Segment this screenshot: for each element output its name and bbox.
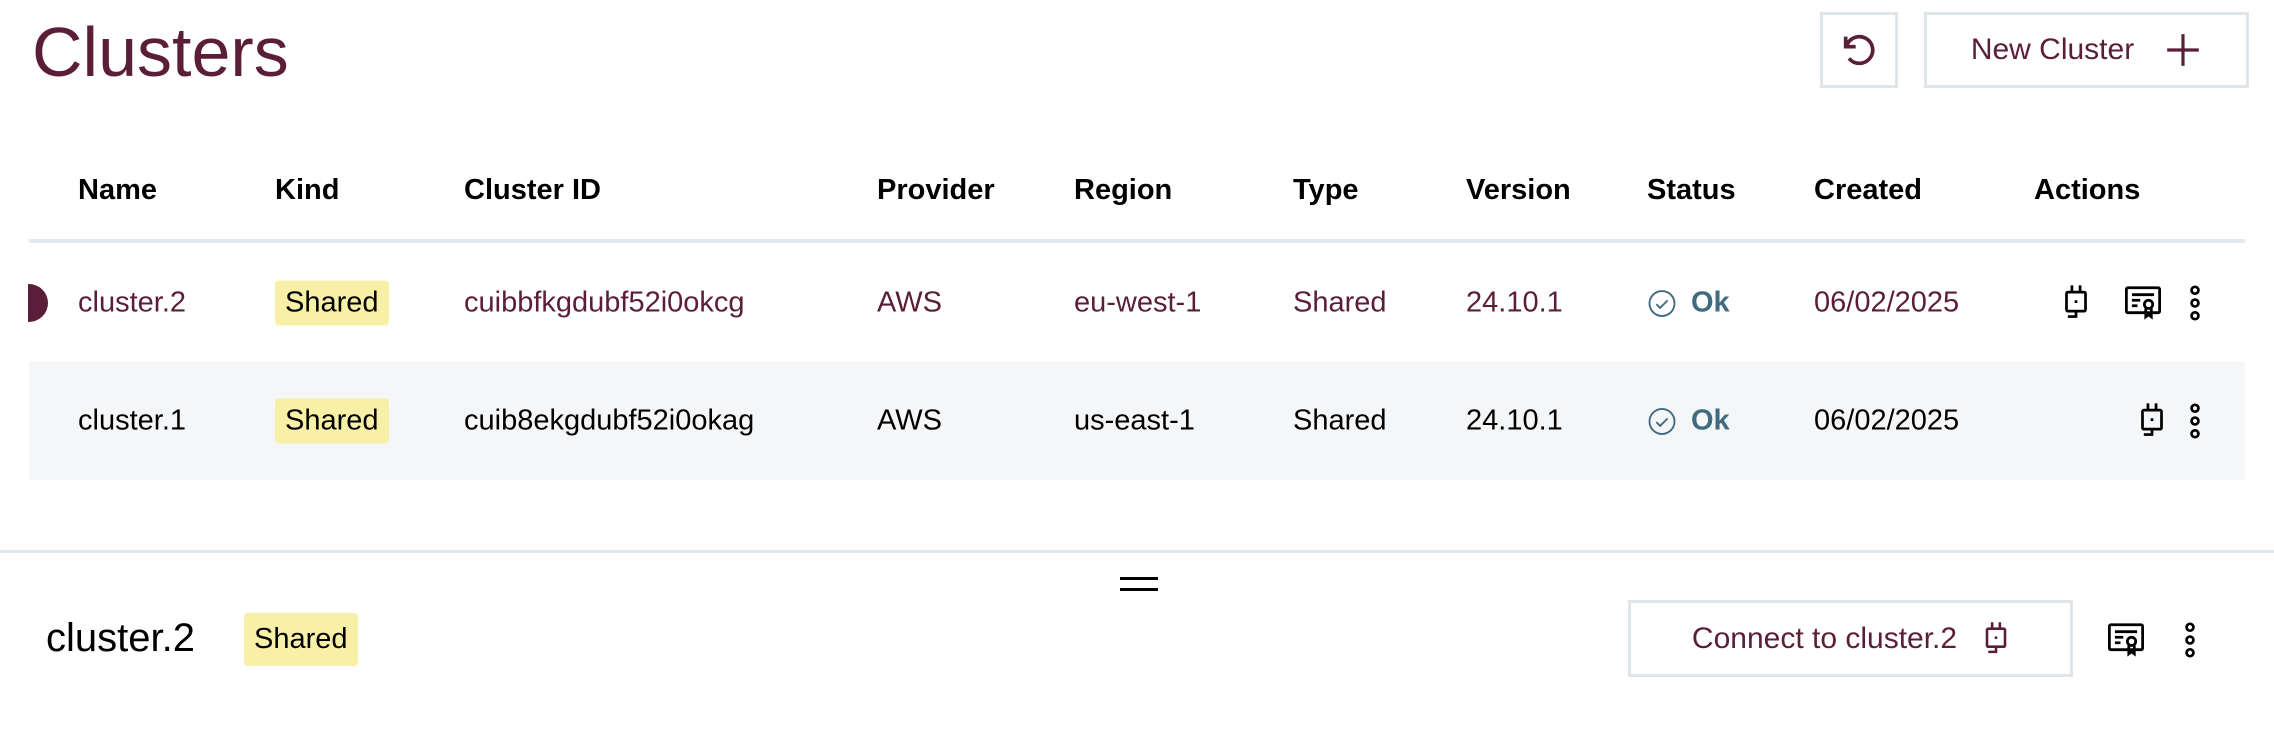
status: Ok [1647, 405, 1730, 438]
version: 24.10.1 [1466, 404, 1563, 437]
detail-kind-badge: Shared [244, 613, 358, 666]
status-text: Ok [1691, 286, 1730, 319]
refresh-button[interactable] [1820, 12, 1898, 88]
resize-handle[interactable] [1120, 577, 1158, 591]
plug-icon[interactable] [2062, 284, 2090, 322]
check-circle-icon [1648, 289, 1676, 317]
header-divider [29, 239, 2245, 243]
header-provider[interactable]: Provider [877, 174, 995, 206]
refresh-icon [1843, 34, 1875, 66]
provider: AWS [877, 404, 942, 437]
selected-indicator [28, 284, 48, 322]
region: us-east-1 [1074, 404, 1195, 437]
check-circle-icon [1648, 407, 1676, 435]
region: eu-west-1 [1074, 286, 1202, 319]
plug-icon [1985, 621, 2007, 653]
kind-badge: Shared [275, 280, 389, 326]
header-region[interactable]: Region [1074, 174, 1173, 206]
new-cluster-label: New Cluster [1970, 33, 2135, 66]
kind-badge: Shared [275, 398, 389, 444]
header-type[interactable]: Type [1293, 174, 1359, 206]
plug-icon[interactable] [2138, 402, 2166, 440]
cluster-name[interactable]: cluster.2 [78, 286, 186, 319]
header-status[interactable]: Status [1647, 174, 1736, 206]
header-kind[interactable]: Kind [275, 174, 340, 206]
header-cluster-id[interactable]: Cluster ID [464, 174, 601, 206]
type: Shared [1293, 286, 1387, 319]
more-options-icon[interactable] [2189, 403, 2201, 439]
new-cluster-button[interactable]: New Cluster [1924, 12, 2249, 88]
type: Shared [1293, 404, 1387, 437]
panel-divider [0, 550, 2274, 553]
detail-cluster-name: cluster.2 [46, 616, 195, 660]
cluster-name[interactable]: cluster.1 [78, 404, 186, 437]
cluster-id: cuibbfkgdubf52i0okcg [464, 286, 745, 319]
table-row[interactable]: cluster.1 Shared cuib8ekgdubf52i0okag AW… [29, 362, 2245, 480]
status: Ok [1647, 287, 1730, 320]
certificate-icon[interactable] [2108, 623, 2144, 657]
header-created[interactable]: Created [1814, 174, 1922, 206]
provider: AWS [877, 286, 942, 319]
page-title: Clusters [32, 13, 289, 91]
header-name[interactable]: Name [78, 174, 157, 206]
more-options-icon[interactable] [2184, 622, 2196, 658]
header-version[interactable]: Version [1466, 174, 1571, 206]
created-date: 06/02/2025 [1814, 404, 1960, 437]
connect-label: Connect to cluster.2 [1691, 621, 1958, 655]
plus-icon [2167, 34, 2200, 66]
version: 24.10.1 [1466, 286, 1563, 319]
table-row[interactable]: cluster.2 Shared cuibbfkgdubf52i0okcg AW… [28, 244, 2245, 362]
status-text: Ok [1691, 404, 1730, 437]
more-options-icon[interactable] [2189, 285, 2201, 321]
certificate-icon[interactable] [2125, 286, 2161, 320]
connect-button[interactable]: Connect to cluster.2 [1628, 600, 2073, 677]
cluster-id: cuib8ekgdubf52i0okag [464, 404, 755, 437]
created-date: 06/02/2025 [1814, 286, 1960, 319]
header-actions: Actions [2034, 174, 2141, 206]
